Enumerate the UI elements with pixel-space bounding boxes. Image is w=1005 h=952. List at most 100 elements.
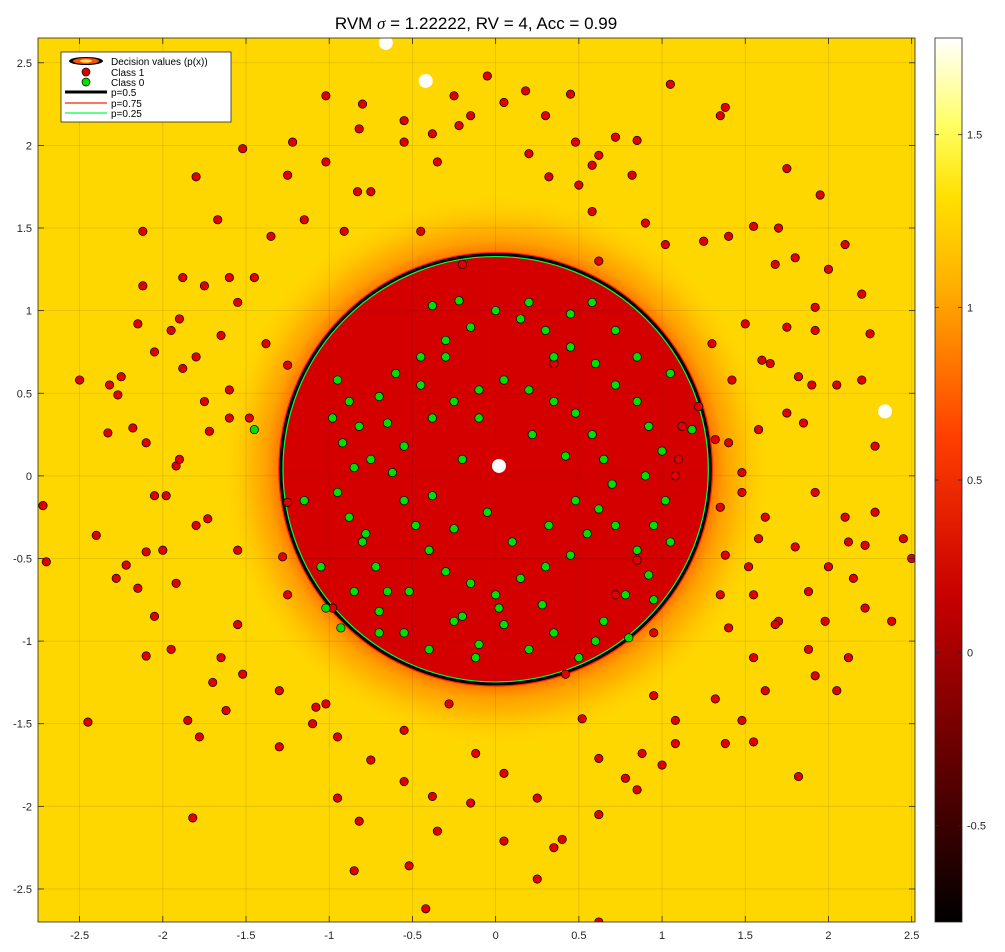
class0-point — [632, 545, 642, 555]
class1-point — [421, 904, 431, 914]
x-axis-ticks: -2.5 -2 -1.5 -1 -0.5 0 0.5 1 1.5 2 2.5 — [70, 38, 919, 942]
class1-point — [466, 798, 476, 808]
class1-point — [724, 231, 734, 241]
class1-point — [308, 719, 318, 729]
class0-point — [391, 368, 401, 378]
class1-point — [466, 111, 476, 121]
class1-point — [404, 861, 414, 871]
x-tick-label: 2.5 — [904, 930, 919, 942]
class1-point — [499, 97, 509, 107]
y-tick-label: 0.5 — [17, 388, 32, 400]
class1-point — [832, 686, 842, 696]
y-tick-label: 2.5 — [17, 58, 32, 70]
class1-point — [570, 137, 581, 147]
class0-point — [632, 352, 642, 362]
colorbar-tick-label: 1.5 — [967, 130, 982, 142]
class1-point — [843, 653, 853, 663]
x-tick-label: -0.5 — [403, 930, 422, 942]
class0-point — [565, 550, 576, 560]
class1-point — [357, 99, 368, 109]
legend-entry-p025: p=0.25 — [65, 109, 142, 120]
class1-point — [524, 149, 534, 159]
class0-point — [328, 413, 338, 423]
class0-point — [660, 496, 670, 506]
class1-point — [749, 737, 759, 747]
class1-point — [724, 438, 734, 448]
class0-point — [424, 545, 434, 555]
class0-point — [610, 325, 621, 336]
class1-point — [587, 206, 597, 217]
class1-point — [105, 380, 115, 390]
class1-point — [178, 273, 188, 283]
plot-frame — [37, 37, 916, 923]
class1-point — [283, 360, 293, 370]
class1-point — [594, 150, 604, 160]
class0-point — [491, 590, 501, 600]
class0-point — [610, 520, 621, 530]
class1-point — [352, 187, 363, 197]
class1-point — [38, 501, 48, 511]
class1-point — [349, 866, 359, 876]
class0-point — [249, 425, 259, 435]
class0-point — [399, 628, 409, 638]
class1-point — [770, 259, 780, 269]
class0-point — [482, 507, 492, 517]
y-tick-label: -2 — [22, 801, 32, 813]
class1-point — [199, 281, 209, 291]
class0-point — [332, 375, 343, 385]
class1-point — [557, 834, 567, 844]
y-tick-label: 0 — [26, 471, 32, 483]
class1-point — [321, 699, 331, 709]
class0-point — [404, 586, 414, 597]
class1-point — [773, 223, 784, 233]
class1-point — [610, 590, 621, 600]
class0-point — [457, 454, 467, 464]
class0-point — [587, 430, 597, 440]
class1-point — [166, 325, 176, 336]
class0-point — [441, 335, 451, 345]
class1-point — [815, 190, 825, 200]
class1-point — [399, 137, 409, 147]
x-tick-label: -1 — [324, 930, 334, 942]
class1-point — [171, 578, 181, 588]
class1-point — [541, 111, 551, 121]
colorbar-ticks: -0.5 0 0.5 1 1.5 — [935, 130, 986, 832]
class0-point — [474, 639, 484, 649]
class1-point — [715, 502, 725, 512]
title-prefix: RVM — [335, 14, 377, 33]
relevance-vector-ring — [378, 38, 393, 50]
class1-point — [544, 172, 554, 182]
class1-point — [274, 742, 284, 752]
class0-point — [349, 463, 359, 473]
class1-point — [727, 375, 737, 385]
class1-point — [810, 325, 820, 336]
class0-point — [524, 644, 534, 654]
class1-point — [354, 124, 364, 134]
class0-point — [349, 586, 359, 597]
class0-point — [382, 586, 393, 597]
relevance-vectors — [378, 38, 893, 473]
class1-point — [158, 545, 168, 555]
relevance-vector-ring — [878, 404, 893, 419]
class1-point — [760, 686, 770, 696]
class1-point — [444, 699, 454, 709]
class1-point — [427, 791, 437, 801]
y-tick-label: -1.5 — [13, 719, 32, 731]
x-tick-label: 1 — [659, 930, 665, 942]
legend: Decision values (p(x)) Class 1 Class 0 p… — [60, 51, 232, 123]
class0-point — [610, 380, 621, 390]
class1-point — [133, 583, 143, 593]
class1-point — [674, 454, 684, 464]
legend-entry-class1: Class 1 — [81, 67, 145, 79]
class1-point — [790, 542, 800, 552]
class0-point — [574, 653, 584, 663]
class1-point — [204, 426, 214, 436]
class1-point — [332, 732, 343, 742]
class1-point — [399, 116, 409, 126]
class1-point — [810, 671, 820, 681]
class1-point — [810, 487, 820, 497]
class1-point — [141, 651, 151, 661]
class0-point — [657, 446, 667, 456]
class1-point — [699, 236, 709, 246]
class1-point — [432, 826, 442, 836]
